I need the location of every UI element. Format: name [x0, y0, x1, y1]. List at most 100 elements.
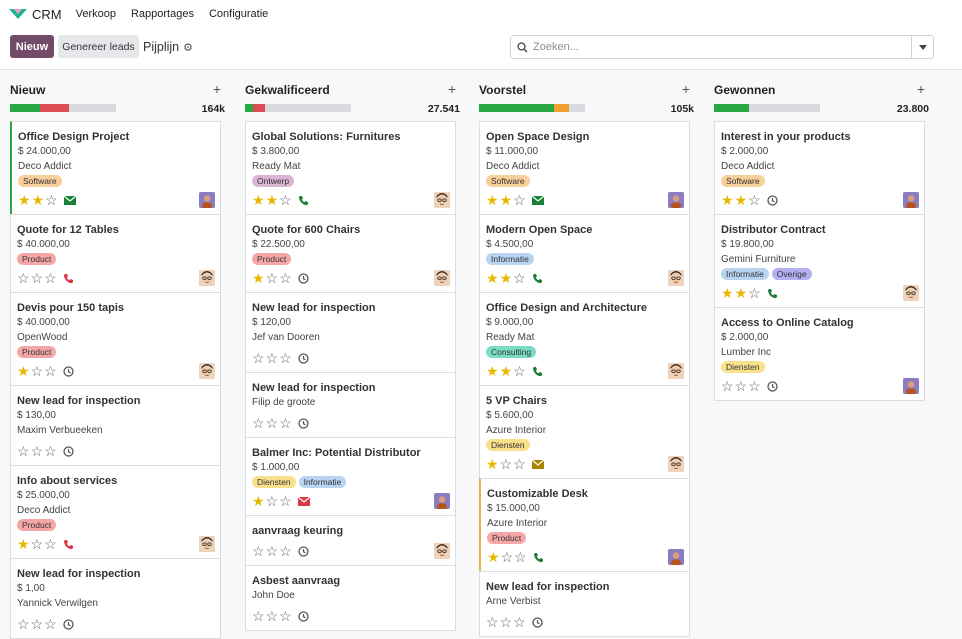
priority-star-icon[interactable]: ☆ [721, 378, 734, 394]
priority-star-icon[interactable]: ☆ [265, 270, 279, 286]
avatar-photo[interactable] [903, 192, 919, 208]
priority-star-icon[interactable]: ☆ [17, 443, 30, 459]
search-bar[interactable]: Zoeken... [510, 35, 934, 59]
priority-star-icon[interactable]: ★ [734, 285, 748, 301]
clock-icon[interactable] [298, 272, 309, 284]
avatar-man[interactable] [668, 456, 684, 472]
generate-leads-button[interactable]: Genereer leads [58, 35, 139, 58]
column-title[interactable]: Nieuw [10, 83, 46, 97]
column-title[interactable]: Gekwalificeerd [245, 83, 330, 97]
clock-icon[interactable] [532, 616, 543, 628]
priority-star-icon[interactable]: ★ [486, 456, 499, 472]
envelope-icon[interactable] [63, 195, 76, 205]
priority-star-icon[interactable]: ☆ [265, 415, 279, 431]
priority-star-icon[interactable]: ★ [31, 192, 45, 208]
priority-star-icon[interactable]: ☆ [513, 192, 526, 208]
priority-star-icon[interactable]: ★ [734, 192, 748, 208]
priority-star-icon[interactable]: ☆ [499, 614, 513, 630]
search-input[interactable]: Zoeken... [533, 41, 579, 53]
priority-star-icon[interactable]: ★ [17, 536, 30, 552]
lead-card[interactable]: Office Design and Architecture $ 9.000,00… [479, 292, 690, 386]
clock-icon[interactable] [767, 194, 778, 206]
priority-star-icon[interactable]: ☆ [30, 536, 44, 552]
envelope-icon[interactable] [531, 195, 544, 205]
clock-icon[interactable] [63, 618, 74, 630]
lead-card[interactable]: Balmer Inc: Potential Distributor $ 1.000… [245, 437, 456, 516]
search-options-toggle[interactable] [911, 36, 933, 58]
lead-card[interactable]: Devis pour 150 tapis $ 40.000,00 OpenWood P… [10, 292, 221, 386]
avatar-photo[interactable] [199, 192, 215, 208]
priority-star-icon[interactable]: ☆ [748, 192, 761, 208]
priority-star-icon[interactable]: ☆ [279, 270, 292, 286]
lead-card[interactable]: Quote for 600 Chairs $ 22.500,00 Product ★ ☆… [245, 214, 456, 293]
priority-star-icon[interactable]: ☆ [252, 608, 265, 624]
clock-icon[interactable] [298, 352, 309, 364]
lead-card[interactable]: Quote for 12 Tables $ 40.000,00 Product ☆ ☆ ☆ [10, 214, 221, 293]
progress-segment-red[interactable] [39, 104, 70, 112]
lead-card[interactable]: Asbest aanvraag John Doe ☆ ☆ ☆ [245, 565, 456, 631]
priority-star-icon[interactable]: ★ [252, 270, 265, 286]
add-card-icon[interactable]: + [447, 81, 456, 97]
column-title[interactable]: Gewonnen [714, 83, 776, 97]
menu-configuratie[interactable]: Configuratie [208, 8, 269, 20]
gear-icon[interactable]: ⚙ [183, 41, 194, 54]
phone-icon[interactable] [532, 273, 543, 284]
phone-icon[interactable] [63, 539, 74, 550]
clock-icon[interactable] [63, 445, 74, 457]
crm-logo-icon[interactable] [8, 7, 28, 21]
column-progress-bar[interactable] [10, 104, 116, 112]
priority-star-icon[interactable]: ☆ [279, 543, 292, 559]
priority-star-icon[interactable]: ☆ [748, 285, 761, 301]
avatar-man[interactable] [903, 285, 919, 301]
lead-card[interactable]: Modern Open Space $ 4.500,00 Informatie ★ ★ ☆ [479, 214, 690, 293]
priority-star-icon[interactable]: ☆ [30, 616, 44, 632]
priority-star-icon[interactable]: ☆ [44, 363, 57, 379]
priority-star-icon[interactable]: ☆ [265, 350, 279, 366]
envelope-icon[interactable] [531, 459, 544, 469]
priority-star-icon[interactable]: ★ [18, 192, 31, 208]
priority-star-icon[interactable]: ☆ [513, 614, 526, 630]
avatar-photo[interactable] [668, 192, 684, 208]
lead-card[interactable]: Interest in your products $ 2.000,00 Deco … [714, 121, 925, 215]
priority-star-icon[interactable]: ☆ [513, 270, 526, 286]
lead-card[interactable]: New lead for inspection Arne Verbist ☆ ☆ ☆ [479, 571, 690, 637]
priority-star-icon[interactable]: ☆ [265, 493, 279, 509]
priority-star-icon[interactable]: ☆ [486, 614, 499, 630]
column-title[interactable]: Voorstel [479, 83, 527, 97]
priority-star-icon[interactable]: ★ [721, 192, 734, 208]
progress-segment-orange[interactable] [554, 104, 570, 112]
priority-star-icon[interactable]: ☆ [44, 443, 57, 459]
lead-card[interactable]: Open Space Design $ 11.000,00 Deco Addict S… [479, 121, 690, 215]
priority-star-icon[interactable]: ☆ [44, 616, 57, 632]
lead-card[interactable]: Info about services $ 25.000,00 Deco Addic… [10, 465, 221, 559]
phone-icon[interactable] [533, 552, 544, 563]
priority-star-icon[interactable]: ☆ [748, 378, 761, 394]
phone-icon[interactable] [532, 366, 543, 377]
clock-icon[interactable] [767, 380, 778, 392]
avatar-photo[interactable] [434, 493, 450, 509]
priority-star-icon[interactable]: ☆ [252, 350, 265, 366]
envelope-icon[interactable] [297, 496, 310, 506]
priority-star-icon[interactable]: ☆ [44, 536, 57, 552]
priority-star-icon[interactable]: ☆ [279, 350, 292, 366]
priority-star-icon[interactable]: ☆ [30, 363, 44, 379]
phone-icon[interactable] [63, 273, 74, 284]
phone-icon[interactable] [767, 288, 778, 299]
avatar-man[interactable] [199, 270, 215, 286]
lead-card[interactable]: 5 VP Chairs $ 5.600,00 Azure Interior Diens… [479, 385, 690, 479]
priority-star-icon[interactable]: ☆ [513, 456, 526, 472]
avatar-man[interactable] [199, 536, 215, 552]
priority-star-icon[interactable]: ★ [17, 363, 30, 379]
lead-card[interactable]: Customizable Desk $ 15.000,00 Azure Interi… [479, 478, 690, 572]
lead-card[interactable]: Access to Online Catalog $ 2.000,00 Lumber… [714, 307, 925, 401]
priority-star-icon[interactable]: ★ [265, 192, 279, 208]
progress-segment-green[interactable] [10, 104, 40, 112]
progress-segment-green[interactable] [245, 104, 254, 112]
priority-star-icon[interactable]: ★ [499, 363, 513, 379]
add-card-icon[interactable]: + [916, 81, 925, 97]
menu-rapportages[interactable]: Rapportages [130, 8, 194, 20]
priority-star-icon[interactable]: ☆ [30, 270, 44, 286]
add-card-icon[interactable]: + [681, 81, 690, 97]
priority-star-icon[interactable]: ★ [252, 493, 265, 509]
priority-star-icon[interactable]: ★ [252, 192, 265, 208]
